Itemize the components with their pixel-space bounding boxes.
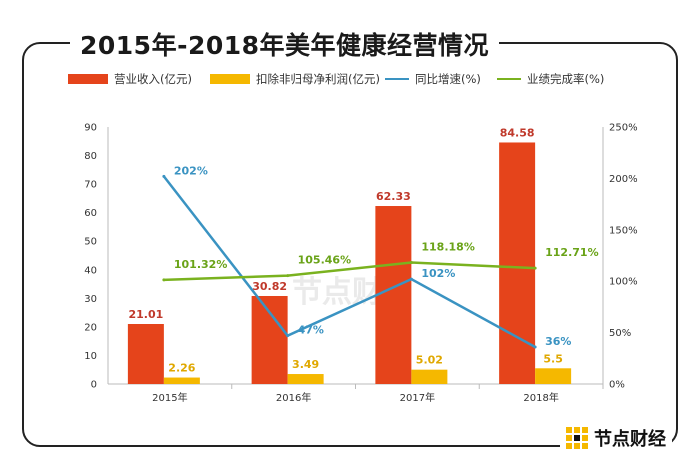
y-tick-label-5: 50: [84, 237, 97, 248]
legend-label-0: 营业收入(亿元): [114, 72, 192, 86]
line-point-0-2: [409, 277, 413, 281]
bar-label-1-2: 5.02: [416, 354, 443, 367]
y2-tick-label-2: 100%: [609, 277, 638, 288]
data-labels: 21.01 30.82 62.33 84.58 2.26 3.49 5.02 5.5 202% 4…: [128, 126, 598, 374]
line-label-0-2: 102%: [421, 267, 455, 280]
y-tick-label-2: 20: [84, 322, 97, 333]
line-point-1-1: [286, 274, 290, 278]
line-point-1-0: [162, 278, 166, 282]
brand: 节点财经: [560, 425, 672, 451]
y-tick-label-6: 60: [84, 208, 97, 219]
legend: 营业收入(亿元) 扣除非归母净利润(亿元) 同比增速(%) 业绩完成率(%): [68, 72, 604, 86]
x-tick-label-0: 2015年: [152, 391, 187, 404]
line-label-1-2: 118.18%: [421, 241, 474, 254]
line-label-1-0: 101.32%: [174, 258, 227, 271]
line-label-1-3: 112.71%: [545, 246, 598, 259]
line-point-0-1: [286, 334, 290, 338]
legend-label-2: 同比增速(%): [415, 72, 481, 86]
brand-logo-icon: [566, 427, 588, 449]
bar-1-3: [535, 368, 572, 384]
bar-0-0: [127, 324, 164, 384]
y2-tick-label-4: 200%: [609, 174, 638, 185]
bar-label-1-3: 5.5: [543, 352, 563, 365]
line-series-1: [163, 261, 536, 282]
legend-label-3: 业绩完成率(%): [527, 72, 604, 86]
bar-label-0-0: 21.01: [128, 308, 163, 321]
y-tick-label-1: 10: [84, 351, 97, 362]
line-point-0-3: [533, 345, 537, 349]
bar-label-0-2: 62.33: [376, 190, 411, 203]
bar-label-1-1: 3.49: [292, 358, 319, 371]
bar-label-0-1: 30.82: [252, 280, 287, 293]
bar-0-3: [499, 142, 536, 384]
y-tick-label-8: 80: [84, 151, 97, 162]
y2-tick-label-3: 150%: [609, 225, 638, 236]
legend-swatch-0: [68, 74, 108, 84]
bar-label-0-3: 84.58: [500, 126, 535, 139]
line-point-0-0: [162, 174, 166, 178]
line-point-1-2: [409, 261, 413, 265]
legend-swatch-1: [210, 74, 250, 84]
line-label-0-1: 47%: [298, 324, 324, 337]
line-label-0-0: 202%: [174, 164, 208, 177]
chart-title: 2015年-2018年美年健康经营情况: [80, 31, 490, 60]
line-point-1-3: [533, 266, 537, 270]
axes: 0 10 20 30 40 50 60 70 80 90 0% 50% 100% 150% 200% 250%…: [84, 123, 637, 405]
x-tick-label-3: 2018年: [523, 391, 558, 404]
lines: [162, 174, 537, 349]
x-tick-label-2: 2017年: [400, 391, 435, 404]
y-tick-label-9: 90: [84, 123, 97, 134]
y-tick-label-0: 0: [91, 380, 97, 391]
legend-label-1: 扣除非归母净利润(亿元): [256, 72, 380, 86]
bar-1-1: [287, 374, 324, 384]
y-tick-label-4: 40: [84, 265, 97, 276]
y-tick-label-7: 70: [84, 180, 97, 191]
bar-1-0: [163, 377, 200, 384]
y-tick-label-3: 30: [84, 294, 97, 305]
bar-0-1: [251, 295, 288, 384]
y2-tick-label-1: 50%: [609, 328, 631, 339]
y2-tick-label-0: 0%: [609, 380, 625, 391]
bar-label-1-0: 2.26: [168, 362, 195, 375]
x-tick-label-1: 2016年: [276, 391, 311, 404]
bar-1-2: [411, 369, 448, 384]
y2-tick-label-5: 250%: [609, 123, 638, 134]
title-container: 2015年-2018年美年健康经营情况: [70, 26, 500, 62]
line-label-1-1: 105.46%: [298, 254, 351, 267]
bars: [127, 142, 572, 384]
brand-name: 节点财经: [594, 429, 666, 450]
bar-0-2: [375, 206, 412, 384]
line-label-0-3: 36%: [545, 335, 571, 348]
line-series-0: [162, 175, 536, 349]
